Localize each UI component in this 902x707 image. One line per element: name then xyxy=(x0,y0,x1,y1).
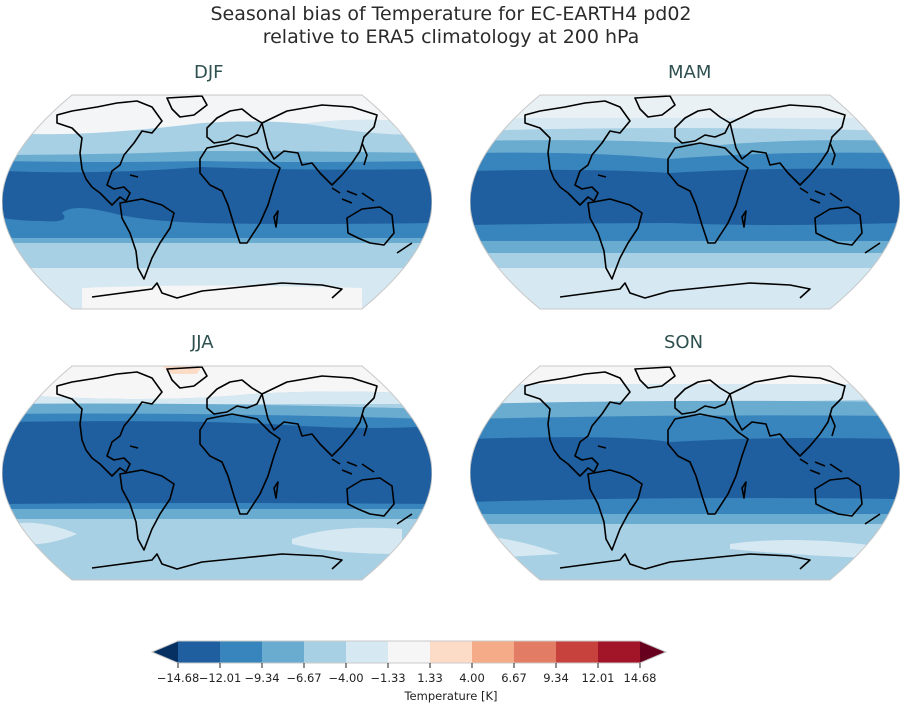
colorbar-tick: −12.01 xyxy=(198,671,242,685)
colorbar-tick: 6.67 xyxy=(501,671,527,685)
colorbar-tick: 1.33 xyxy=(417,671,443,685)
colorbar xyxy=(150,640,668,668)
panel-title-son: SON xyxy=(664,332,704,353)
colorbar-tick: −9.34 xyxy=(244,671,280,685)
map-jja xyxy=(2,365,432,581)
colorbar-tick: 9.34 xyxy=(543,671,569,685)
colorbar-tick: −6.67 xyxy=(286,671,322,685)
colorbar-tick: 4.00 xyxy=(459,671,485,685)
panel-title-djf: DJF xyxy=(194,62,224,83)
colorbar-extend-max xyxy=(640,641,666,663)
colorbar-tick: −1.33 xyxy=(370,671,406,685)
map-mam xyxy=(470,94,900,310)
map-son xyxy=(470,365,900,581)
colorbar-extend-min xyxy=(152,641,178,663)
figure-title-line1: Seasonal bias of Temperature for EC-EART… xyxy=(210,3,692,25)
panel-title-jja: JJA xyxy=(191,332,214,353)
panel-title-mam: MAM xyxy=(668,62,712,83)
colorbar-tick: 12.01 xyxy=(581,671,615,685)
figure-title-line2: relative to ERA5 climatology at 200 hPa xyxy=(262,26,640,48)
map-djf xyxy=(2,94,432,310)
colorbar-tick: −14.68 xyxy=(156,671,200,685)
colorbar-tick: −4.00 xyxy=(328,671,364,685)
colorbar-tick: 14.68 xyxy=(623,671,657,685)
colorbar-label: Temperature [K] xyxy=(404,689,498,703)
